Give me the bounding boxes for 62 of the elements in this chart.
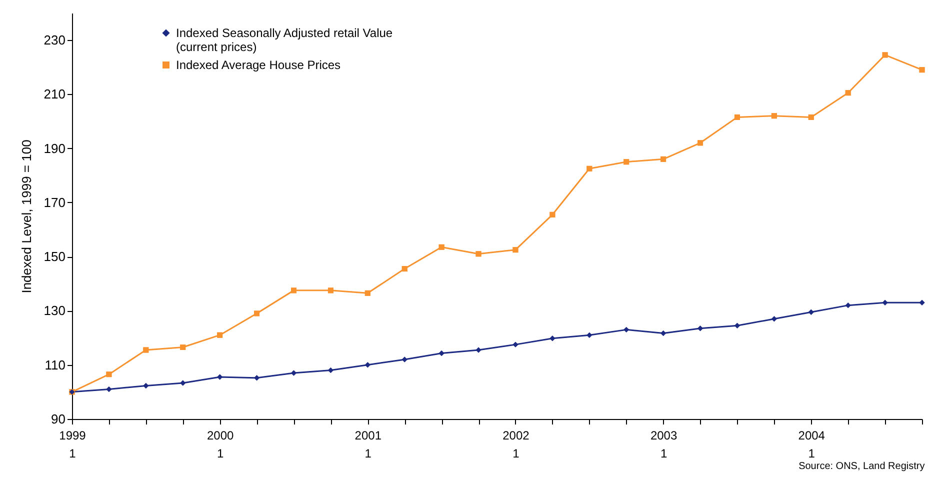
x-tick-label: 1999 1 (59, 428, 86, 460)
point (919, 67, 925, 73)
point (808, 114, 814, 120)
point (476, 347, 482, 353)
point (180, 344, 186, 350)
point (845, 302, 851, 308)
point (771, 316, 777, 322)
point (734, 114, 740, 120)
x-tick-label: 2001 1 (354, 428, 382, 460)
point (143, 382, 149, 388)
point (291, 370, 296, 376)
y-tick-label: 110 (44, 357, 66, 372)
point (698, 140, 703, 146)
point (624, 326, 630, 332)
point (143, 347, 149, 353)
point (919, 300, 925, 306)
point (771, 113, 777, 119)
x-tick-label: 2000 1 (206, 428, 234, 460)
y-tick-label: 190 (44, 140, 66, 156)
point (402, 266, 408, 272)
point (698, 326, 703, 332)
y-tick-label: 170 (44, 194, 66, 210)
point (106, 386, 112, 392)
point (438, 244, 444, 250)
point (808, 309, 814, 315)
point (512, 247, 518, 253)
point (550, 212, 556, 218)
point (734, 322, 740, 328)
x-tick-label: 2004 1 (798, 428, 826, 460)
point (660, 330, 666, 336)
point (438, 350, 444, 356)
x-tick-label: 2003 1 (650, 428, 678, 460)
point (106, 372, 112, 378)
point (660, 156, 666, 162)
point (845, 90, 851, 96)
x-tick-label: 2002 1 (502, 428, 530, 460)
point (624, 159, 630, 165)
point (550, 336, 556, 342)
point (476, 251, 482, 257)
point (291, 288, 296, 294)
point (586, 332, 592, 338)
point (364, 290, 370, 296)
y-tick-label: 230 (44, 32, 66, 48)
point (512, 342, 518, 348)
y-tick-label: 130 (44, 303, 66, 318)
y-tick-label: 90 (51, 412, 66, 426)
point (328, 288, 334, 294)
y-tick-label: 150 (44, 249, 66, 264)
y-tick-label: 210 (44, 86, 66, 102)
legend-label: Indexed Seasonally Adjusted retail Value (current prices) (176, 26, 393, 54)
point (364, 362, 370, 368)
point (402, 356, 408, 362)
point (254, 375, 260, 381)
point (328, 368, 334, 374)
legend-label: Indexed Average House Prices (176, 58, 341, 72)
point (217, 332, 223, 338)
point (882, 52, 888, 58)
point (586, 166, 592, 172)
point (254, 310, 260, 316)
source-note: Source: ONS, Land Registry (798, 461, 925, 472)
point (180, 380, 186, 386)
y-axis-title: Indexed Level, 1999 = 100 (18, 140, 34, 294)
